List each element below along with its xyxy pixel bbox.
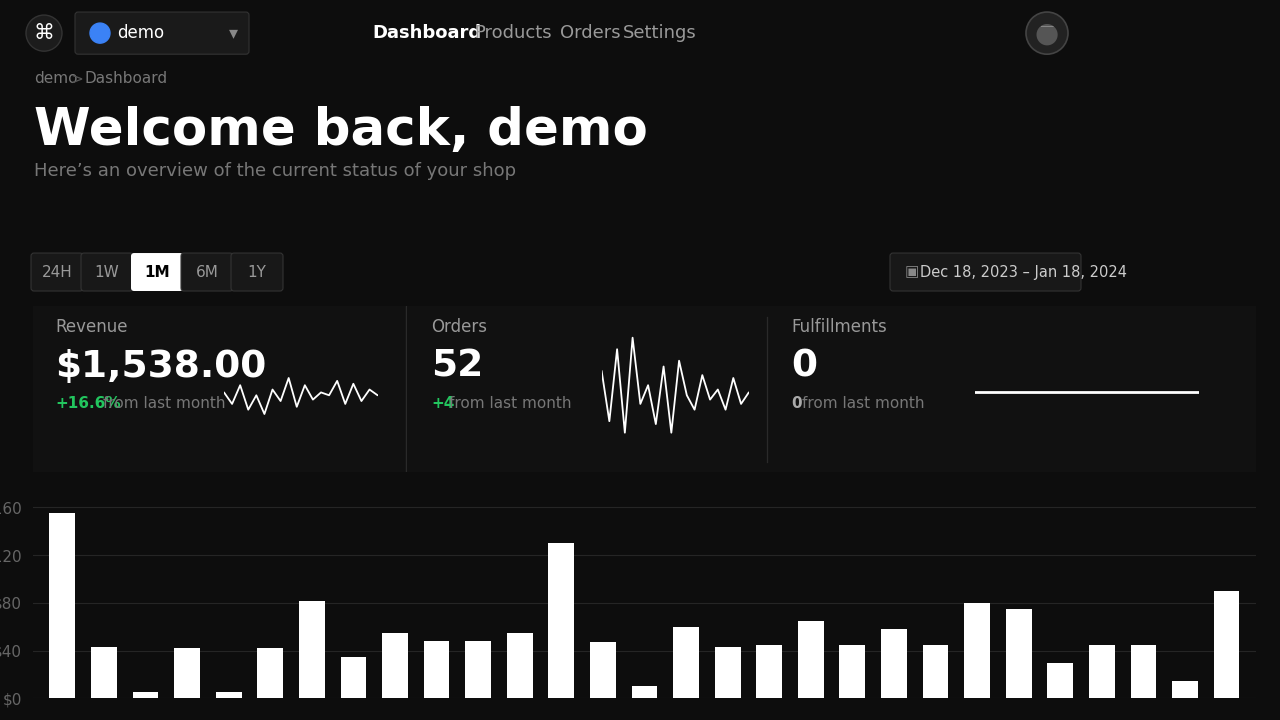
Bar — [465, 641, 492, 698]
Bar — [257, 648, 283, 698]
Text: ▾: ▾ — [229, 24, 238, 42]
Text: ⌘: ⌘ — [33, 23, 55, 43]
Text: demo: demo — [35, 71, 78, 86]
Text: Orders: Orders — [431, 318, 488, 336]
Text: Fulfillments: Fulfillments — [791, 318, 887, 336]
Bar — [548, 544, 575, 698]
Bar — [673, 627, 699, 698]
Text: Dashboard: Dashboard — [84, 71, 168, 86]
Bar — [340, 657, 366, 698]
Text: >: > — [70, 71, 83, 86]
Circle shape — [90, 23, 110, 43]
Text: 1M: 1M — [145, 264, 170, 279]
Bar — [881, 629, 906, 698]
Bar — [1006, 609, 1032, 698]
FancyBboxPatch shape — [890, 253, 1082, 291]
FancyBboxPatch shape — [29, 303, 407, 476]
Bar — [631, 686, 658, 698]
Bar — [1213, 591, 1239, 698]
Text: from last month: from last month — [803, 396, 924, 411]
Bar — [797, 621, 824, 698]
FancyBboxPatch shape — [81, 253, 133, 291]
Bar — [174, 648, 200, 698]
Bar — [1047, 662, 1073, 698]
FancyBboxPatch shape — [76, 12, 250, 54]
Text: Dec 18, 2023 – Jan 18, 2024: Dec 18, 2023 – Jan 18, 2024 — [920, 264, 1126, 279]
Text: 0: 0 — [791, 396, 803, 411]
Text: Welcome back, demo: Welcome back, demo — [35, 106, 648, 156]
Text: 1Y: 1Y — [247, 264, 266, 279]
Bar — [1130, 644, 1156, 698]
Text: 52: 52 — [431, 349, 484, 385]
Bar — [714, 647, 741, 698]
FancyBboxPatch shape — [31, 253, 83, 291]
Text: +16.6%: +16.6% — [55, 396, 120, 411]
Text: Revenue: Revenue — [55, 318, 128, 336]
FancyBboxPatch shape — [407, 303, 1260, 476]
Bar — [133, 693, 159, 698]
Text: ―: ― — [1041, 19, 1053, 32]
Bar — [507, 633, 532, 698]
Text: demo: demo — [116, 24, 164, 42]
Text: +4: +4 — [431, 396, 454, 411]
Bar — [91, 647, 116, 698]
FancyBboxPatch shape — [131, 253, 183, 291]
Bar — [590, 642, 616, 698]
Text: from last month: from last month — [449, 396, 572, 411]
Circle shape — [1027, 12, 1068, 54]
Bar — [1172, 680, 1198, 698]
Bar — [1089, 644, 1115, 698]
Text: from last month: from last month — [104, 396, 225, 411]
Text: Orders: Orders — [559, 24, 621, 42]
Text: $1,538.00: $1,538.00 — [55, 349, 266, 385]
Bar — [300, 600, 325, 698]
Text: ▣: ▣ — [905, 264, 919, 279]
Circle shape — [26, 15, 61, 51]
FancyBboxPatch shape — [180, 253, 233, 291]
Bar — [424, 641, 449, 698]
Text: 24H: 24H — [42, 264, 73, 279]
Text: Dashboard: Dashboard — [372, 24, 481, 42]
Bar — [50, 513, 76, 698]
Bar — [756, 644, 782, 698]
Text: 6M: 6M — [196, 264, 219, 279]
Text: Settings: Settings — [623, 24, 696, 42]
Bar — [964, 603, 989, 698]
FancyBboxPatch shape — [230, 253, 283, 291]
Text: Here’s an overview of the current status of your shop: Here’s an overview of the current status… — [35, 162, 516, 180]
Text: ●: ● — [1034, 19, 1059, 47]
Text: Products: Products — [474, 24, 552, 42]
Bar — [383, 633, 408, 698]
Bar — [216, 693, 242, 698]
Bar — [840, 644, 865, 698]
Text: 0: 0 — [791, 349, 818, 385]
Bar — [923, 644, 948, 698]
Text: 1W: 1W — [95, 264, 119, 279]
